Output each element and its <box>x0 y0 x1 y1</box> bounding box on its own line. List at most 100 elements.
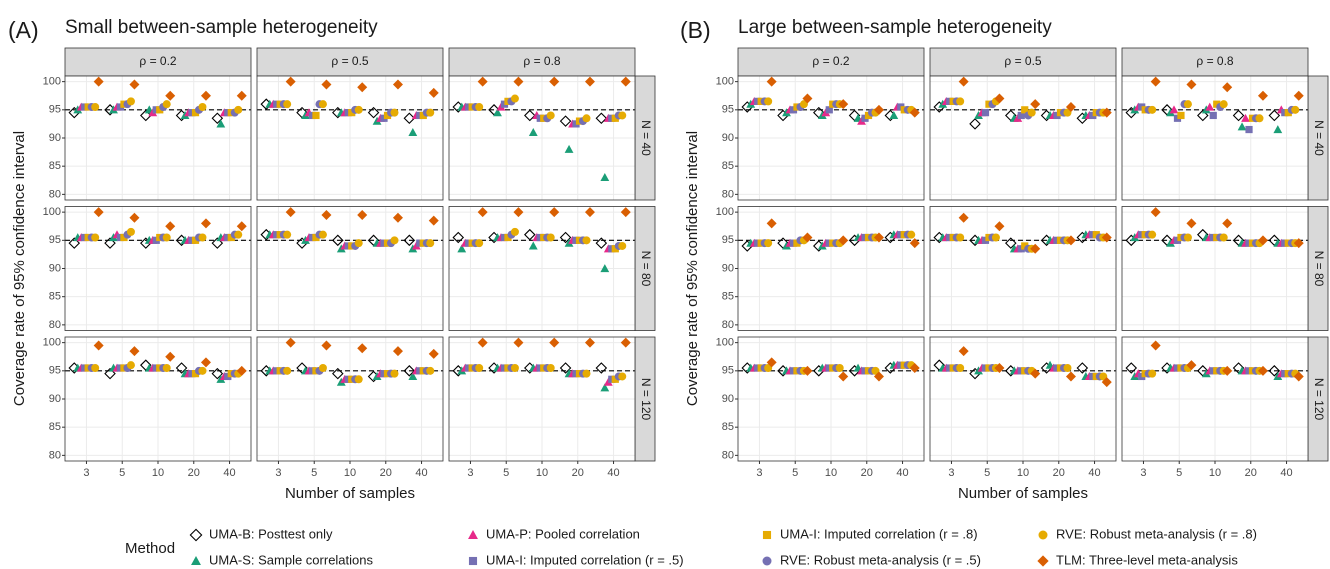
point <box>312 233 320 242</box>
strip-label: N = 120 <box>639 378 653 421</box>
strip-label: N = 40 <box>639 120 653 156</box>
point <box>620 76 631 87</box>
point <box>283 366 292 375</box>
point <box>549 207 560 218</box>
point <box>321 79 332 90</box>
point <box>582 369 591 378</box>
point <box>958 76 969 87</box>
point <box>318 364 327 372</box>
y-tick-label: 80 <box>722 188 734 200</box>
point <box>1293 90 1304 101</box>
point <box>321 340 332 351</box>
y-tick-label: 100 <box>43 337 61 349</box>
point <box>129 346 140 357</box>
point <box>475 364 484 372</box>
y-tick-label: 90 <box>722 393 734 405</box>
point <box>165 351 176 362</box>
y-tick-label: 100 <box>43 76 61 88</box>
strip-label: N = 40 <box>1312 120 1326 156</box>
x-tick-label: 40 <box>223 467 235 479</box>
strip <box>1121 47 1309 77</box>
facet-border <box>737 206 925 331</box>
legend-label: UMA-S: Sample correlations <box>209 552 373 567</box>
point <box>1063 108 1072 117</box>
point <box>91 364 100 372</box>
point <box>198 103 207 111</box>
point <box>600 383 610 392</box>
point <box>873 232 884 243</box>
y-tick-label: 85 <box>49 421 61 433</box>
x-tick-label: 3 <box>83 467 89 479</box>
point <box>200 357 211 368</box>
strip-label: ρ = 0.2 <box>812 54 850 68</box>
y-tick-label: 100 <box>716 206 734 218</box>
point <box>390 369 399 378</box>
point <box>403 112 416 125</box>
point <box>367 106 380 119</box>
point <box>873 104 884 115</box>
legend-label: RVE: Robust meta-analysis (r = .8) <box>1056 526 1257 541</box>
y-tick-label: 95 <box>49 365 61 377</box>
point <box>318 100 327 109</box>
legend-symbol <box>189 528 203 542</box>
y-tick-label: 80 <box>49 319 61 331</box>
y-axis-title: Coverage rate of 95% confidence interval <box>684 131 701 406</box>
point <box>452 231 465 244</box>
point <box>403 234 416 247</box>
x-tick-label: 20 <box>380 467 392 479</box>
point <box>1293 371 1304 382</box>
point <box>198 366 207 375</box>
point <box>1101 107 1112 118</box>
x-tick-label: 40 <box>1280 467 1292 479</box>
point <box>91 233 100 242</box>
point <box>126 361 135 370</box>
facet-border <box>737 336 925 462</box>
point <box>582 236 591 245</box>
point <box>909 238 920 249</box>
point <box>332 367 344 380</box>
point <box>1017 111 1025 120</box>
point <box>994 93 1005 104</box>
x-axis-title: Number of samples <box>958 485 1088 502</box>
strip-label: ρ = 0.5 <box>331 54 369 68</box>
point <box>354 375 363 384</box>
point <box>392 79 403 90</box>
point <box>600 173 610 182</box>
point <box>162 100 171 109</box>
point <box>958 346 969 357</box>
point <box>1148 105 1157 114</box>
strip <box>64 47 252 77</box>
point <box>1099 372 1108 381</box>
point <box>1219 233 1228 242</box>
facet-border <box>64 75 252 201</box>
strip <box>929 47 1117 77</box>
point <box>200 218 211 229</box>
y-tick-label: 85 <box>49 160 61 172</box>
y-tick-label: 85 <box>49 291 61 303</box>
point <box>802 365 813 376</box>
point <box>1255 114 1264 123</box>
point <box>1257 365 1268 376</box>
point <box>283 100 292 109</box>
y-tick-label: 95 <box>49 234 61 246</box>
point <box>1213 100 1221 108</box>
point <box>234 105 243 114</box>
point <box>1065 235 1076 246</box>
y-tick-label: 80 <box>49 449 61 461</box>
facet-border <box>256 336 444 462</box>
point <box>426 108 435 117</box>
x-tick-label: 20 <box>188 467 200 479</box>
x-tick-label: 20 <box>861 467 873 479</box>
point <box>595 112 608 125</box>
legend-label: UMA-I: Imputed correlation (r = .5) <box>486 552 684 567</box>
point <box>764 364 773 372</box>
point <box>1148 230 1157 239</box>
y-tick-label: 95 <box>722 104 734 116</box>
strip-label: ρ = 0.8 <box>1196 54 1234 68</box>
x-tick-label: 5 <box>503 467 509 479</box>
facet-border <box>737 75 925 201</box>
point <box>1021 242 1029 250</box>
point <box>584 76 595 87</box>
panel-label: (A) <box>8 17 39 43</box>
